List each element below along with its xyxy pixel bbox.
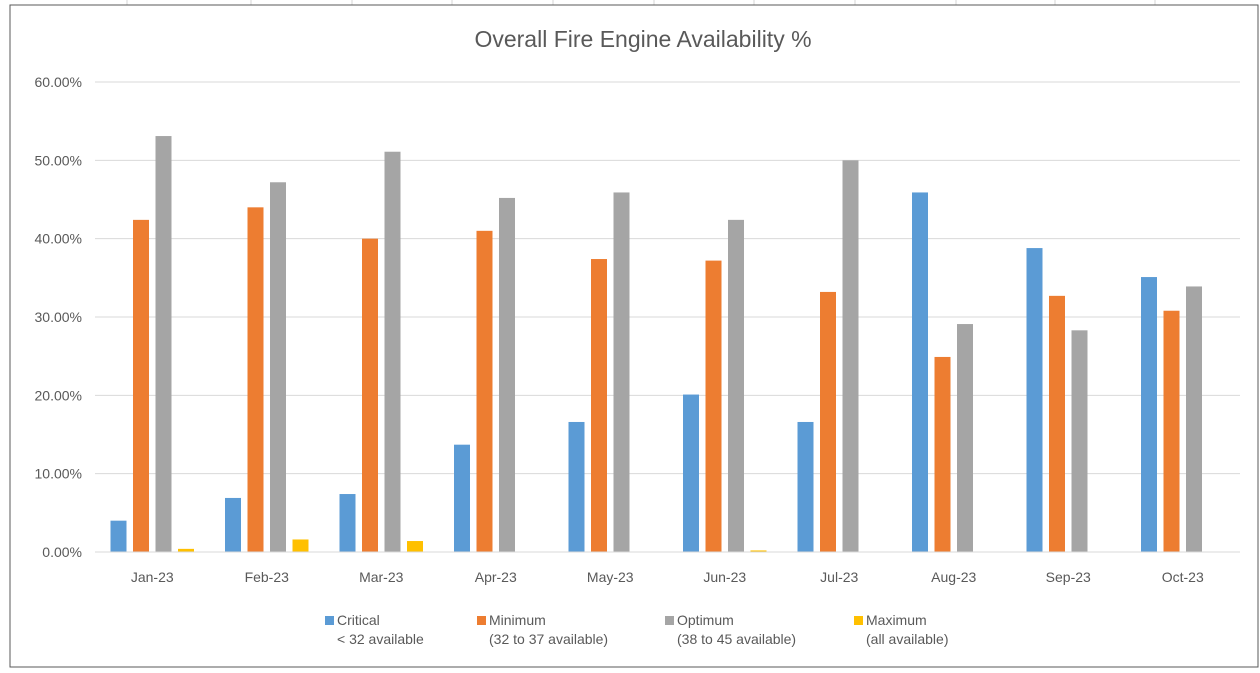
bar-optimum-jul-23 — [842, 160, 859, 553]
x-tick-label: Jul-23 — [820, 569, 858, 585]
x-tick-label: Oct-23 — [1162, 569, 1204, 585]
bar-critical-jun-23 — [683, 394, 699, 552]
bar-minimum-sep-23 — [1049, 295, 1065, 552]
bar-maximum-mar-23 — [407, 541, 423, 552]
legend-label-optimum: Optimum — [677, 612, 734, 628]
bar-minimum-may-23 — [591, 259, 607, 552]
x-axis-tick-labels: Jan-23 Feb-23 Mar-23 Apr-23 May-23 Jun-23 Jul-… — [131, 569, 1204, 585]
y-tick-label: 10.00% — [35, 466, 82, 482]
y-axis-tick-labels: 0.00% 10.00% 20.00% 30.00% 40.00% 50.00% 60.00… — [35, 74, 82, 560]
bar-critical-mar-23 — [339, 494, 356, 552]
bar-critical-jan-23 — [110, 520, 127, 552]
bars — [110, 136, 1202, 553]
bar-optimum-sep-23 — [1071, 330, 1088, 552]
sheet-column-lines — [126, 0, 1156, 5]
legend-label-critical: Critical — [337, 612, 380, 628]
bar-critical-oct-23 — [1141, 277, 1157, 552]
bar-maximum-feb-23 — [292, 539, 309, 552]
bar-maximum-jun-23 — [750, 550, 767, 552]
bar-optimum-mar-23 — [384, 151, 401, 552]
legend-swatch-optimum — [665, 616, 674, 625]
bar-optimum-aug-23 — [957, 324, 973, 552]
chart-frame — [9, 4, 1259, 668]
x-tick-label: Aug-23 — [931, 569, 976, 585]
legend-sublabel-minimum: (32 to 37 available) — [489, 631, 609, 647]
legend-label-minimum: Minimum — [489, 612, 546, 628]
bar-minimum-mar-23 — [362, 238, 378, 552]
x-tick-label: Feb-23 — [245, 569, 290, 585]
bar-critical-sep-23 — [1026, 248, 1043, 553]
y-tick-label: 0.00% — [42, 544, 82, 560]
bar-critical-apr-23 — [454, 444, 470, 552]
bar-maximum-jan-23 — [178, 548, 194, 552]
bar-minimum-apr-23 — [476, 230, 493, 553]
bar-optimum-jun-23 — [728, 219, 744, 552]
y-tick-label: 50.00% — [35, 152, 82, 168]
bar-optimum-feb-23 — [270, 182, 286, 552]
bar-critical-jul-23 — [797, 421, 814, 552]
x-tick-label: Mar-23 — [359, 569, 404, 585]
bar-optimum-may-23 — [613, 192, 630, 552]
bar-critical-aug-23 — [912, 192, 928, 552]
bar-critical-may-23 — [568, 421, 585, 552]
x-tick-label: May-23 — [587, 569, 634, 585]
y-tick-label: 30.00% — [35, 309, 82, 325]
legend-sublabel-maximum: (all available) — [866, 631, 949, 647]
x-tick-label: Jun-23 — [703, 569, 746, 585]
bar-critical-feb-23 — [225, 497, 241, 552]
legend-sublabel-critical: < 32 available — [337, 631, 424, 647]
bar-minimum-jun-23 — [705, 260, 722, 552]
x-tick-label: Apr-23 — [475, 569, 517, 585]
y-tick-label: 20.00% — [35, 387, 82, 403]
bar-minimum-feb-23 — [247, 207, 264, 553]
legend-swatch-maximum — [854, 616, 863, 625]
x-tick-label: Sep-23 — [1046, 569, 1091, 585]
bar-minimum-oct-23 — [1163, 310, 1180, 552]
legend-label-maximum: Maximum — [866, 612, 927, 628]
y-tick-label: 60.00% — [35, 74, 82, 90]
bar-minimum-jan-23 — [133, 219, 149, 552]
bar-minimum-aug-23 — [934, 356, 951, 552]
bar-optimum-apr-23 — [499, 197, 515, 552]
legend-swatch-minimum — [477, 616, 486, 625]
y-tick-label: 40.00% — [35, 231, 82, 247]
chart-title: Overall Fire Engine Availability % — [474, 26, 811, 52]
x-tick-label: Jan-23 — [131, 569, 174, 585]
legend-sublabel-optimum: (38 to 45 available) — [677, 631, 797, 647]
bar-optimum-oct-23 — [1186, 286, 1202, 552]
bar-minimum-jul-23 — [820, 291, 836, 552]
bar-optimum-jan-23 — [155, 136, 172, 553]
legend-swatch-critical — [325, 616, 334, 625]
